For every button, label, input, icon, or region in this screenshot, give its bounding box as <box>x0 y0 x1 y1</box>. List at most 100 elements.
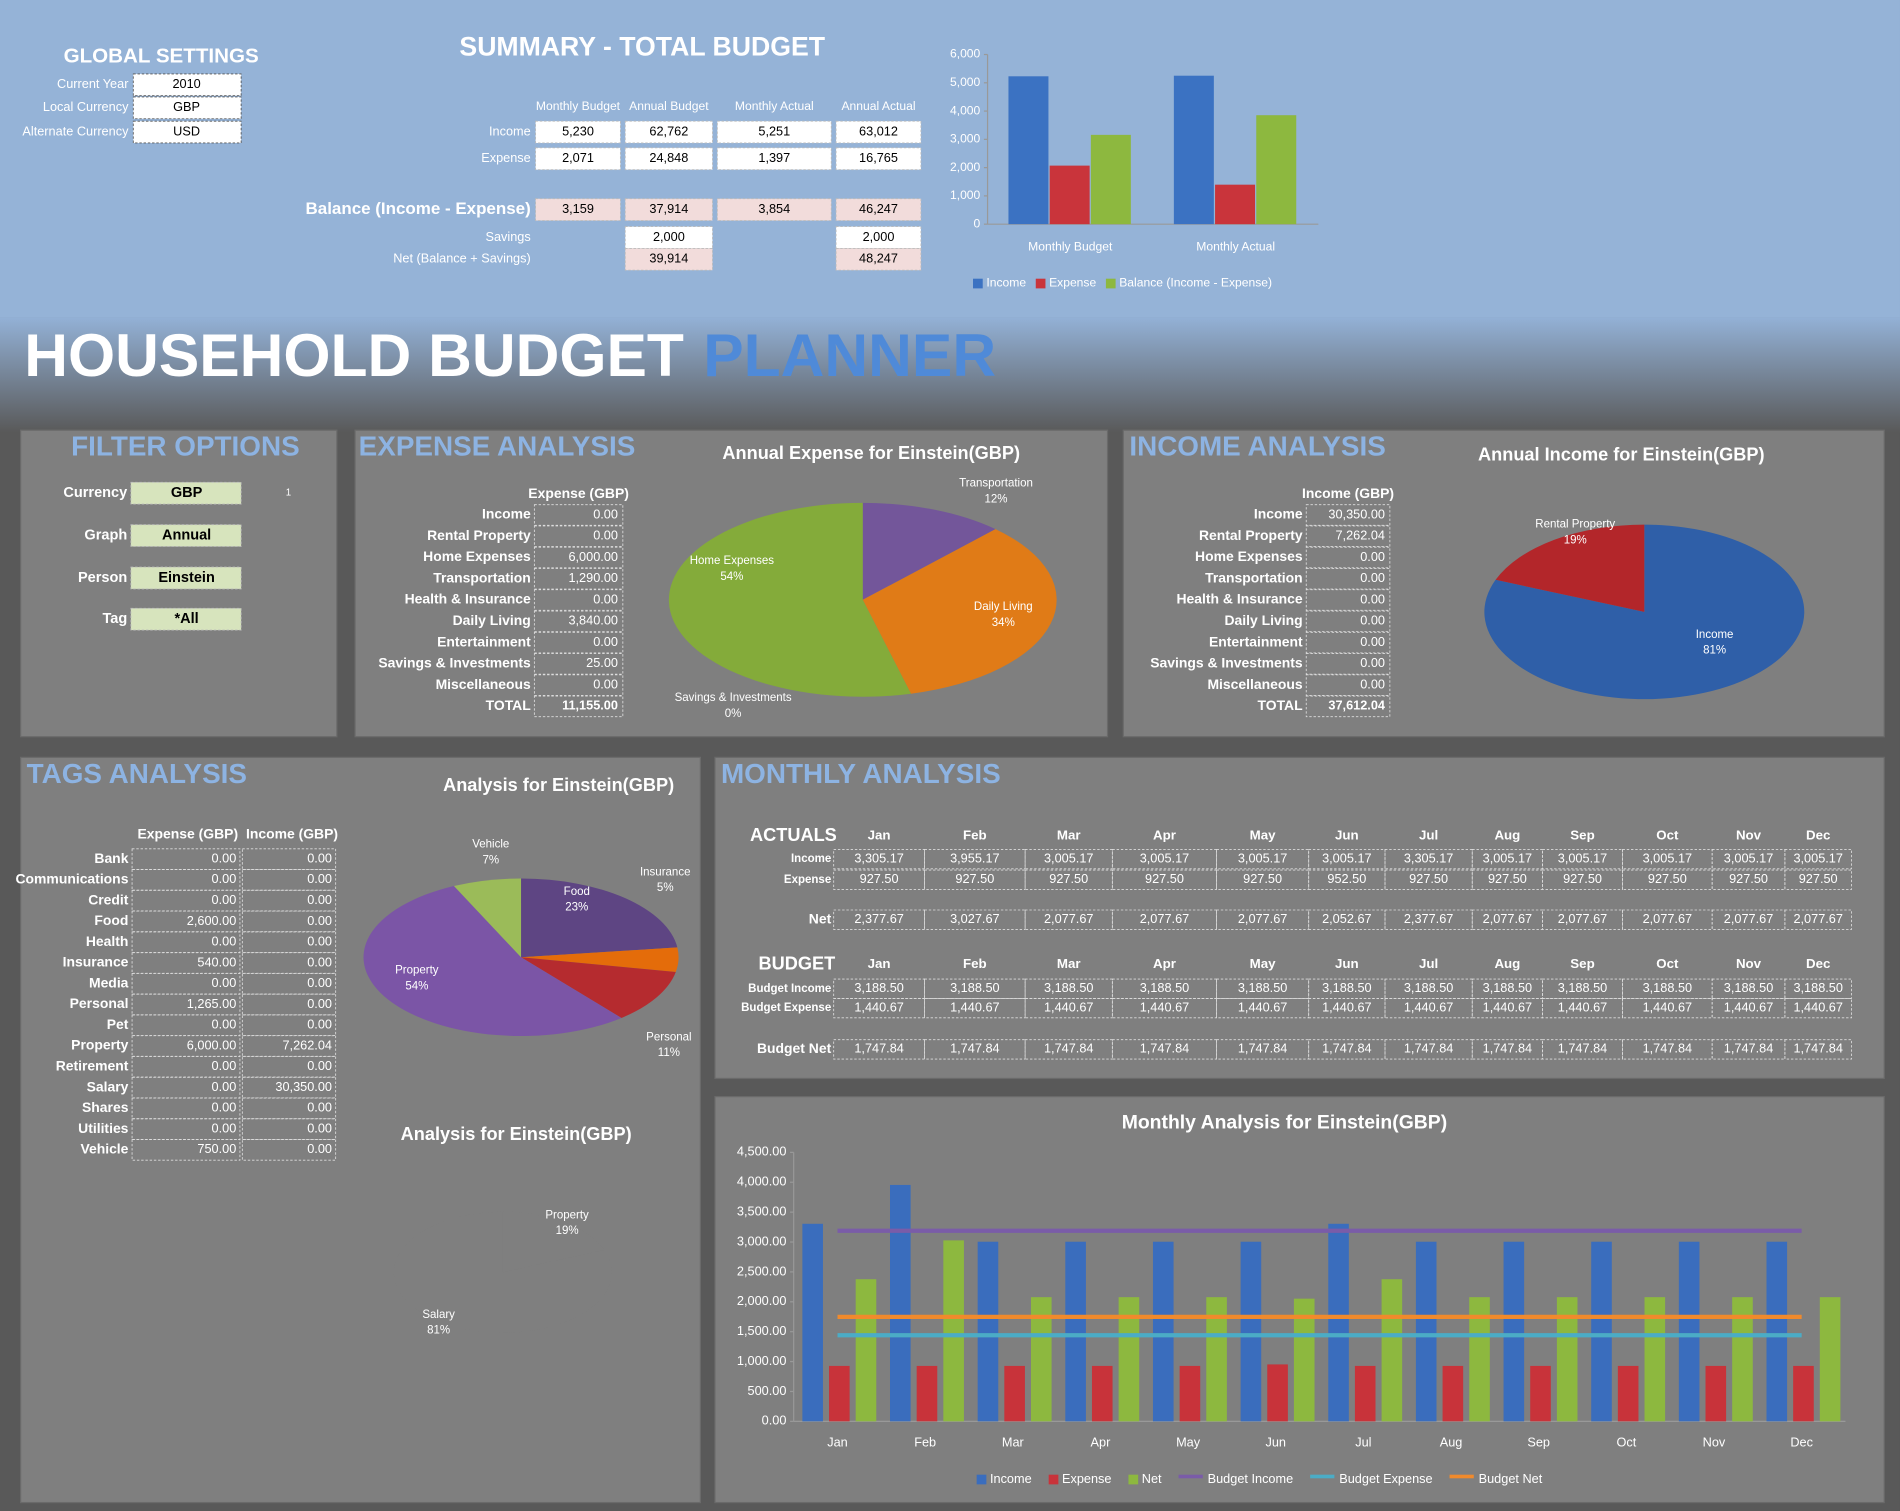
bar <box>1442 1365 1464 1422</box>
table-cell <box>533 504 624 526</box>
pie-slice <box>668 502 911 697</box>
cell-value: 1,440.67 <box>1558 1000 1608 1015</box>
column-header: Mar <box>1057 956 1081 971</box>
column-header: Aug <box>1494 956 1520 971</box>
table-cell <box>131 869 241 891</box>
slice-label: Vehicle <box>472 839 509 851</box>
bar <box>977 1241 999 1422</box>
column-header: Sep <box>1570 828 1594 843</box>
table-cell <box>1784 1039 1852 1060</box>
table-cell <box>624 120 713 144</box>
slice-value: 23% <box>565 902 588 914</box>
filter-marker: 1 <box>286 488 291 499</box>
y-tick-label: 500.00 <box>748 1383 787 1398</box>
cell-value: 750.00 <box>197 1141 236 1156</box>
row-label: Transportation <box>433 569 530 585</box>
legend-swatch <box>1105 278 1116 289</box>
cell-value: 0.00 <box>212 892 237 907</box>
setting-value: GBP <box>173 99 200 114</box>
cell-value: 927.50 <box>1488 871 1527 886</box>
bar <box>1215 184 1256 225</box>
cell-value: 1,747.84 <box>1724 1041 1774 1056</box>
x-tick-label: Monthly Actual <box>1196 239 1275 253</box>
table-cell <box>533 631 624 654</box>
bar <box>1732 1297 1753 1422</box>
table-cell <box>1384 869 1473 890</box>
setting-label: Current Year <box>57 76 129 91</box>
banner-band <box>0 317 1900 433</box>
table-cell <box>130 566 242 590</box>
legend-label: Income <box>990 1471 1032 1486</box>
cell-value: 2,052.67 <box>1322 911 1372 926</box>
cell-value: 0.00 <box>212 871 237 886</box>
legend-label: Expense <box>1062 1471 1112 1486</box>
pie-slice <box>453 878 522 958</box>
table-cell <box>1216 909 1310 930</box>
y-tick-label: 3,500.00 <box>737 1203 787 1218</box>
column-header: May <box>1250 956 1276 971</box>
cell-value: 7,262.04 <box>1335 528 1385 543</box>
y-tick-label: 5,000 <box>950 75 981 89</box>
cell-value: 2,077.67 <box>1793 911 1843 926</box>
column-header: Monthly Budget <box>536 99 621 113</box>
table-title: ACTUALS <box>750 825 837 845</box>
cell-value: 7,262.04 <box>282 1037 332 1052</box>
cell-value: 0.00 <box>1360 634 1385 649</box>
bar <box>1179 1365 1201 1422</box>
cell-value: 0.00 <box>1360 676 1385 691</box>
table-cell <box>1471 848 1543 870</box>
row-label: Savings & Investments <box>1150 655 1303 671</box>
slice-value: 7% <box>482 854 499 866</box>
table-cell <box>132 73 242 97</box>
y-tick-label: 2,000.00 <box>737 1293 787 1308</box>
cell-value: 927.50 <box>1409 871 1448 886</box>
row-label: Miscellaneous <box>1207 676 1302 692</box>
slice-value: 0% <box>725 708 742 720</box>
table-cell <box>1471 869 1543 890</box>
row-label: Daily Living <box>453 612 531 628</box>
row-label: Salary <box>87 1078 129 1094</box>
table-cell <box>1111 1039 1218 1060</box>
table-cell <box>835 247 922 271</box>
cell-value: 0.00 <box>307 850 332 865</box>
row-label: Utilities <box>78 1120 129 1136</box>
table-cell <box>241 1076 337 1099</box>
banner-highlight: PLANNER <box>703 321 996 389</box>
table-cell <box>533 653 624 675</box>
cell-value: 3,188.50 <box>1238 980 1288 995</box>
cell-value: 24,848 <box>649 150 688 165</box>
y-tick-label: 6,000 <box>950 47 981 61</box>
column-header: Mar <box>1057 828 1081 843</box>
row-label: Expense <box>481 150 530 165</box>
table-cell <box>1471 998 1543 1019</box>
filter-label: Graph <box>84 527 127 543</box>
table-cell <box>1024 848 1113 870</box>
cell-value: 2,071 <box>562 150 594 165</box>
cell-value: 2,077.67 <box>1724 911 1774 926</box>
slice-value: 11% <box>658 1047 680 1059</box>
row-label: Savings & Investments <box>378 655 531 671</box>
cell-value: 16,765 <box>859 150 898 165</box>
cell-value: 3,854 <box>758 201 790 216</box>
table-cell <box>132 120 242 144</box>
legend-swatch <box>1449 1474 1474 1479</box>
row-label: Net <box>809 910 832 926</box>
pie-slice <box>393 1211 612 1333</box>
legend-swatch <box>1310 1474 1335 1479</box>
legend-label: Budget Expense <box>1339 1471 1432 1486</box>
legend-swatch <box>976 1474 987 1485</box>
cell-value: 3,005.17 <box>1044 850 1094 865</box>
setting-value: USD <box>173 123 200 138</box>
x-tick-label: Jan <box>827 1435 848 1450</box>
legend-label: Budget Net <box>1479 1471 1543 1486</box>
table-cell <box>241 1035 337 1057</box>
x-tick-label: Jun <box>1265 1435 1286 1450</box>
table-cell <box>533 568 624 590</box>
table-cell <box>533 525 624 547</box>
row-label: Property <box>71 1037 129 1053</box>
y-tick-label: 3,000.00 <box>737 1233 787 1248</box>
cell-value: 1,747.84 <box>1044 1041 1094 1056</box>
panel-title: INCOME ANALYSIS <box>1129 431 1385 462</box>
cell-value: 2,077.67 <box>1483 911 1533 926</box>
slice-label: Property <box>395 965 439 977</box>
